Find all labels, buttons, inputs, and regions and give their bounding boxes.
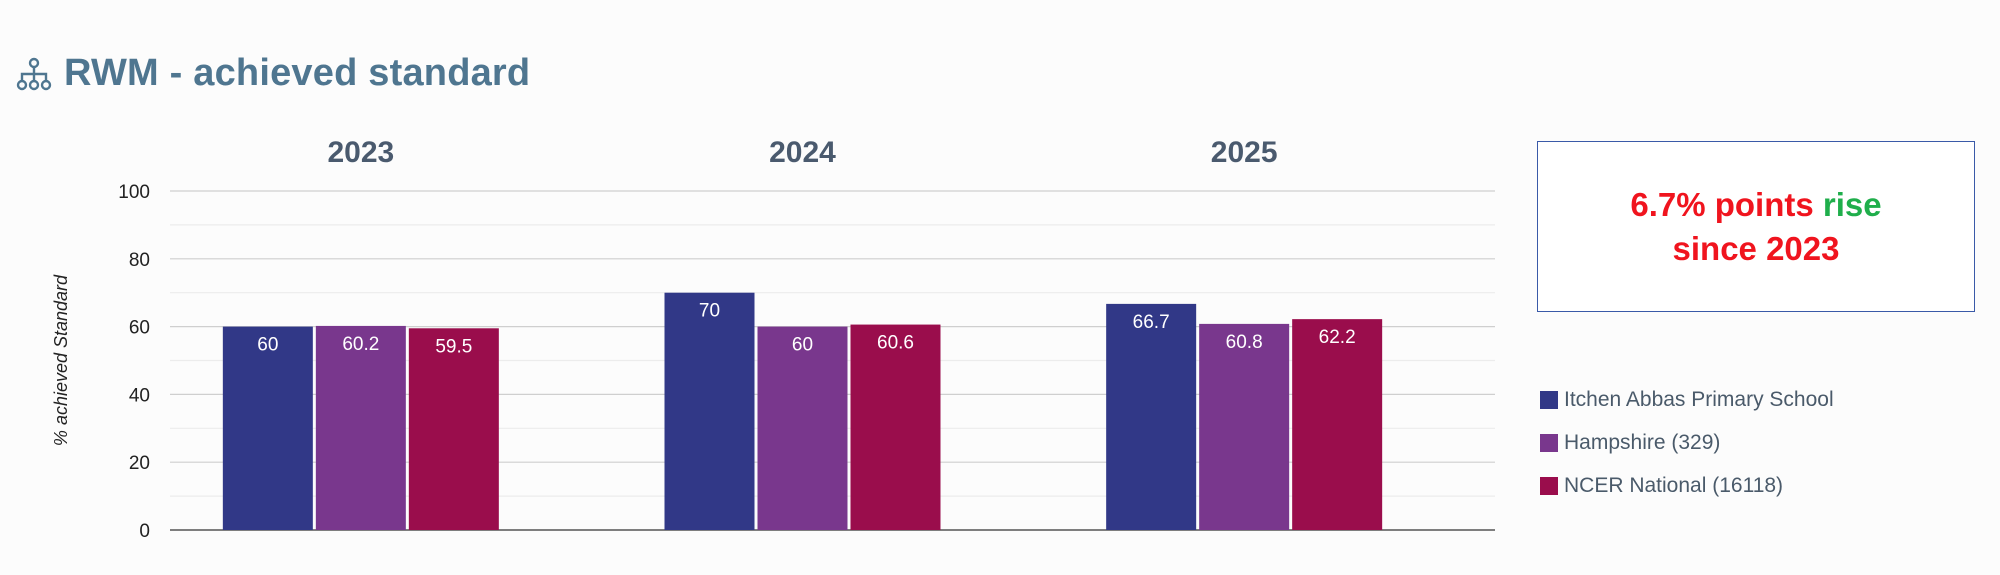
- chart-title-row: RWM - achieved standard: [16, 52, 530, 95]
- y-tick-label: 0: [139, 521, 150, 542]
- category-label: 2023: [327, 136, 394, 169]
- legend-label: Itchen Abbas Primary School: [1564, 387, 1834, 411]
- legend-label: Hampshire (329): [1564, 430, 1721, 454]
- legend-swatch: [1540, 390, 1558, 409]
- callout-line-2: since 2023: [1672, 229, 1840, 267]
- sitemap-icon: [16, 56, 52, 92]
- bar-value-label: 59.5: [435, 336, 472, 357]
- bar: [408, 328, 499, 530]
- legend-label: NCER National (16118): [1564, 473, 1784, 497]
- bar-value-label: 60.8: [1226, 332, 1263, 353]
- chart-title: RWM - achieved standard: [64, 52, 531, 94]
- bar: [1106, 303, 1197, 530]
- bar: [315, 325, 406, 530]
- bar: [664, 292, 755, 530]
- bar-value-label: 66.7: [1133, 312, 1170, 333]
- bar: [757, 326, 848, 530]
- bar-value-label: 60.6: [877, 333, 914, 354]
- callout-line-1: 6.7% points rise: [1630, 183, 1881, 227]
- bar: [222, 326, 313, 530]
- callout-box: 6.7% points rise since 2023: [1537, 141, 1975, 312]
- bar-value-label: 70: [699, 301, 720, 322]
- legend-swatch: [1540, 476, 1558, 495]
- bar-value-label: 62.2: [1319, 327, 1356, 348]
- bar-value-label: 60: [257, 335, 278, 356]
- bar-value-label: 60.2: [342, 334, 379, 355]
- bar: [1292, 319, 1383, 530]
- callout-rise-word: rise: [1822, 185, 1882, 223]
- chart-legend: Itchen Abbas Primary School Hampshire (32…: [1540, 378, 1834, 507]
- bar-value-label: 60: [792, 335, 813, 356]
- y-tick-label: 40: [129, 385, 150, 406]
- category-label: 2025: [1211, 136, 1278, 169]
- callout-value: 6.7% points: [1630, 185, 1814, 223]
- legend-item: Itchen Abbas Primary School: [1540, 378, 1834, 421]
- y-tick-label: 100: [118, 182, 150, 203]
- bar: [1199, 323, 1290, 530]
- legend-item: Hampshire (329): [1540, 421, 1834, 464]
- legend-swatch: [1540, 433, 1558, 452]
- y-tick-label: 60: [129, 318, 150, 339]
- bar-chart: 0 20 40 60 80 100 % achieved Standard 2023 60 60.…: [51, 136, 1495, 542]
- y-tick-label: 80: [129, 250, 150, 271]
- bar: [850, 324, 941, 530]
- category-label: 2024: [769, 136, 836, 169]
- y-axis-label: % achieved Standard: [51, 274, 71, 446]
- legend-item: NCER National (16118): [1540, 464, 1834, 507]
- y-tick-label: 20: [129, 453, 150, 474]
